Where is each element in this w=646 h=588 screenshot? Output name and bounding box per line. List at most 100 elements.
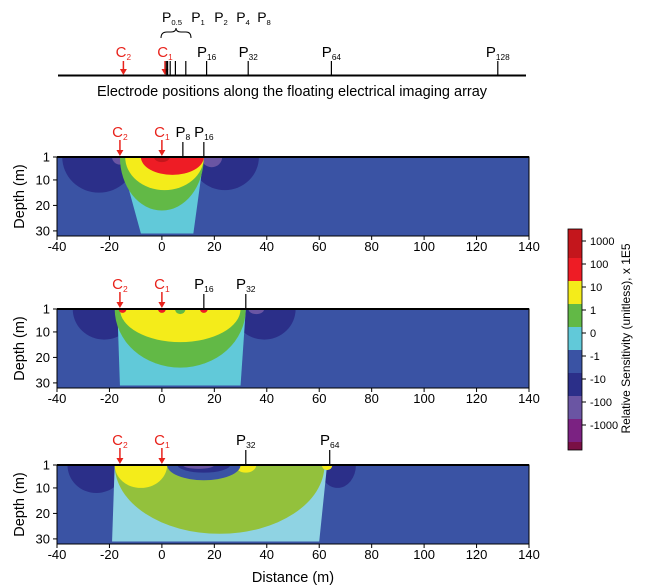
electrode-label: P16: [194, 124, 214, 142]
electrode-arrow-head: [158, 150, 166, 156]
x-tick-label: 20: [207, 547, 221, 562]
x-tick-label: 40: [260, 239, 274, 254]
colorbar-title: Relative Sensitivity (unitless), x 1E5: [619, 243, 633, 433]
array-electrode-marks: C2 C1 P0.5 P1 P2 P4 P8 P16 P32 P64 P128: [116, 9, 510, 75]
x-tick-label: -40: [48, 391, 67, 406]
colorbar-swatch-1: [568, 304, 582, 327]
zone--100: [201, 157, 223, 168]
zone-10: [114, 465, 168, 488]
y-tick-label: 30: [36, 375, 50, 390]
array-electrode-p64: P64: [322, 44, 342, 75]
electrode-arrow-head: [158, 458, 166, 464]
array-label-p4: P4: [236, 9, 250, 27]
panel-electrode-c1: C1: [154, 276, 170, 308]
x-tick-label: 40: [260, 391, 274, 406]
colorbar-swatch--1: [568, 350, 582, 373]
x-tick-label: -40: [48, 239, 67, 254]
colorbar-label: 100: [590, 259, 608, 271]
x-tick-label: 0: [158, 239, 165, 254]
panel-electrode-p32: P32: [236, 276, 256, 309]
panel-plot-area: [57, 157, 529, 236]
x-tick-label: 0: [158, 547, 165, 562]
colorbar-label: 10: [590, 282, 602, 294]
panel-electrode-c2: C2: [112, 276, 128, 308]
x-tick-label: 100: [413, 391, 435, 406]
array-arrow-head: [119, 69, 127, 75]
zone--10: [232, 309, 296, 340]
electrode-arrow-head: [116, 150, 124, 156]
array-label-p8: P8: [257, 9, 271, 27]
colorbar-swatch--10: [568, 373, 582, 396]
array-label-p64: P64: [322, 44, 342, 62]
array-label-p128: P128: [486, 44, 510, 62]
x-tick-label: 100: [413, 547, 435, 562]
x-tick-label: -20: [100, 547, 119, 562]
y-tick-label: 20: [36, 506, 50, 521]
colorbar-frame: [567, 228, 583, 451]
zone-100: [140, 157, 204, 175]
electrode-arrow-head: [116, 458, 124, 464]
colorbar-swatch-1000: [568, 235, 582, 258]
y-tick-label: 10: [36, 172, 50, 187]
x-tick-label: 60: [312, 239, 326, 254]
x-tick-label: 20: [207, 239, 221, 254]
x-tick-label: -20: [100, 391, 119, 406]
panel-electrode-c1: C1: [154, 432, 170, 464]
colorbar-swatch--1000: [568, 419, 582, 442]
x-axis-label: Distance (m): [252, 570, 334, 586]
panel-electrode-c2: C2: [112, 432, 128, 464]
y-tick-label: 20: [36, 350, 50, 365]
panel-electrode-p16: P16: [194, 276, 214, 309]
zone-1000: [154, 157, 170, 163]
colorbar-swatch-100: [568, 258, 582, 281]
array-label-p32: P32: [239, 44, 259, 62]
electrode-array-schematic: C2 C1 P0.5 P1 P2 P4 P8 P16 P32 P64 P128 Electrode …: [58, 9, 526, 100]
zone-10: [321, 465, 333, 471]
x-tick-label: 120: [466, 547, 488, 562]
y-tick-label: 20: [36, 198, 50, 213]
y-tick-label: 1: [43, 150, 50, 165]
electrode-label: P32: [236, 276, 256, 294]
colorbar-label: -100: [590, 397, 612, 409]
colorbar-cap-bottom: [568, 442, 582, 450]
x-tick-label: 120: [466, 239, 488, 254]
electrode-label: C1: [154, 276, 170, 294]
array-electrode-p128: P128: [486, 44, 510, 75]
y-tick-label: 1: [43, 458, 50, 473]
x-tick-label: 80: [364, 239, 378, 254]
panel-3: -40 -20 0 20 40 60 80 100 120 140 1 10 20 30 Depth (m)…: [12, 432, 540, 562]
zone--10: [67, 465, 126, 494]
electrode-label: C2: [112, 276, 128, 294]
array-label-c2: C2: [116, 44, 132, 62]
x-tick-label: 80: [364, 547, 378, 562]
zone-10: [235, 465, 257, 473]
colorbar-label: -1000: [590, 420, 618, 432]
zone--10: [62, 157, 136, 193]
array-electrode-p1: P1: [167, 9, 205, 75]
panel-electrode-c1: C1: [154, 124, 170, 156]
x-tick-label: 100: [413, 239, 435, 254]
electrode-label: P32: [236, 432, 256, 450]
electrode-label: P16: [194, 276, 214, 294]
array-electrode-p0.5: P0.5: [162, 9, 182, 75]
y-tick-label: 30: [36, 531, 50, 546]
zone-1: [175, 309, 186, 315]
array-caption: Electrode positions along the floating e…: [97, 84, 488, 100]
panel-electrode-p32: P32: [236, 432, 256, 465]
x-tick-label: 60: [312, 547, 326, 562]
y-axis-label: Depth (m): [12, 316, 28, 380]
x-tick-label: 120: [466, 391, 488, 406]
colorbar-label: -10: [590, 374, 606, 386]
y-axis-label: Depth (m): [12, 164, 28, 228]
array-electrode-p2: P2: [169, 9, 228, 75]
panel-2: -40 -20 0 20 40 60 80 100 120 140 1 10 20 30 Depth (m)…: [12, 276, 540, 406]
array-bracket: [160, 27, 192, 39]
array-electrode-p8: P8: [185, 9, 271, 75]
array-label-p2: P2: [214, 9, 228, 27]
x-tick-label: 140: [518, 391, 540, 406]
colorbar-label: 1000: [590, 236, 614, 248]
x-tick-label: 40: [260, 547, 274, 562]
panel-plot-area: [57, 309, 529, 388]
